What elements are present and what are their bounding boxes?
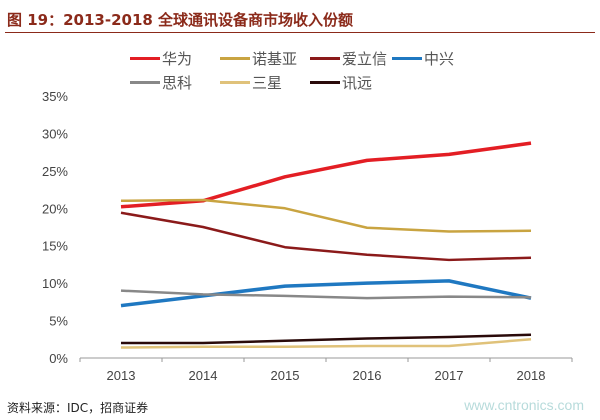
legend-label: 华为 [162,50,193,68]
legend-label: 三星 [252,74,283,92]
series-line-2 [120,211,532,262]
y-tick-label: 25% [42,164,68,179]
x-tick-label: 2014 [189,368,218,383]
watermark: www.cntronics.com [464,397,584,413]
legend-swatch [130,81,160,84]
x-tick-label: 2018 [517,368,546,383]
x-tick-label: 2013 [107,368,136,383]
legend-label: 中兴 [424,50,455,68]
legend-swatch [310,57,340,60]
legend-item: 思科 [130,72,192,93]
x-tick-label: 2017 [435,368,464,383]
series-line-4 [120,289,532,300]
y-tick-label: 15% [42,239,68,254]
title-divider [5,32,595,33]
legend-item: 爱立信 [310,48,387,69]
legend-swatch [130,57,160,60]
plot-area: 2013 2014 2015 2016 2017 2018 0% 5% 10% 15% 20% 25%… [42,89,573,383]
legend-swatch [220,81,250,84]
legend-label: 思科 [162,74,193,92]
series-line-1 [120,198,532,233]
y-tick-label: 35% [42,89,68,104]
legend-item: 讯远 [310,72,372,93]
y-tick-label: 0% [49,351,68,366]
legend-label: 讯远 [342,74,373,92]
legend-item: 三星 [220,72,282,93]
x-tick-label: 2016 [353,368,382,383]
y-tick-label: 5% [49,314,68,329]
y-tick-label: 30% [42,126,68,141]
y-tick-label: 10% [42,276,68,291]
legend-label: 诺基亚 [252,50,298,68]
legend-item: 诺基亚 [220,48,297,69]
legend-label: 爱立信 [342,50,388,68]
y-tick-label: 20% [42,201,68,216]
series-line-6 [121,333,532,345]
series-line-5 [120,338,532,349]
source-note: 资料来源：IDC，招商证券 [7,401,149,415]
figure-title: 图 19：2013-2018 全球通讯设备商市场收入份额 [7,11,354,29]
legend-swatch [220,57,250,60]
legend-item: 中兴 [392,48,454,69]
legend-item: 华为 [130,48,192,69]
series-line-3 [120,279,532,308]
series-line-0 [120,141,532,209]
legend-swatch [310,81,340,84]
x-tick-label: 2015 [271,368,300,383]
legend-swatch [392,57,422,60]
